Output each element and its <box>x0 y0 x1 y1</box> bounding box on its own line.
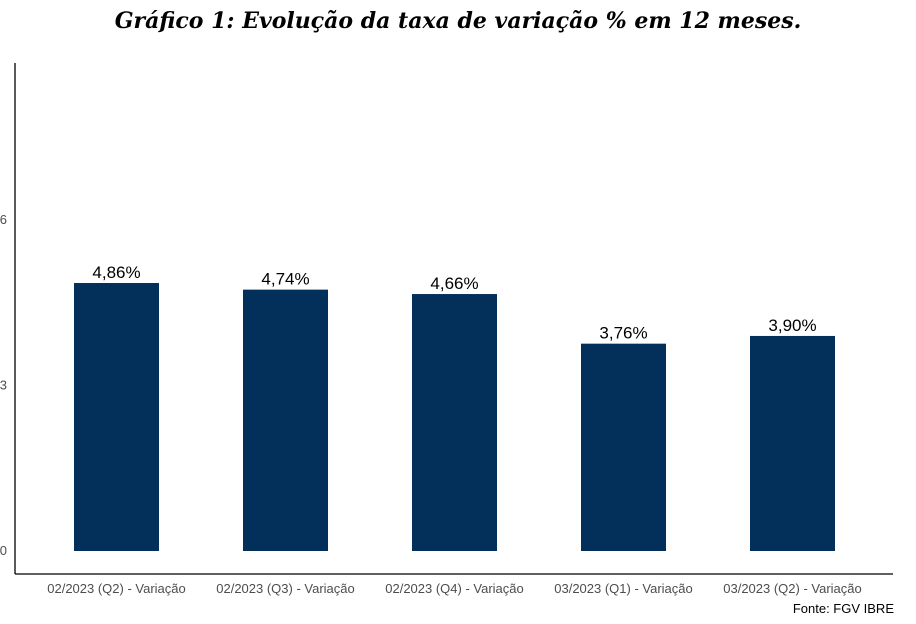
x-category-label-1: 02/2023 (Q2) - Variação <box>47 581 186 596</box>
x-axis-categories: 02/2023 (Q2) - Variação 02/2023 (Q3) - Va… <box>47 581 862 596</box>
y-tick-label-0: 0 <box>0 543 7 558</box>
x-category-label-5: 03/2023 (Q2) - Variação <box>723 581 862 596</box>
data-label-4: 3,76% <box>599 324 647 343</box>
bar-5 <box>750 335 835 551</box>
bar-1 <box>74 283 159 551</box>
data-label-5: 3,90% <box>768 316 816 335</box>
y-axis-ticks: 0 3 6 <box>0 212 7 558</box>
data-label-3: 4,66% <box>430 274 478 293</box>
bar-4 <box>581 343 666 551</box>
data-label-2: 4,74% <box>261 270 309 289</box>
data-labels-layer: 4,86% 4,74% 4,66% 3,76% 3,90% <box>92 263 816 343</box>
y-tick-label-3: 3 <box>0 378 7 393</box>
bar-3 <box>412 294 497 551</box>
x-category-label-3: 02/2023 (Q4) - Variação <box>385 581 524 596</box>
x-category-label-4: 03/2023 (Q1) - Variação <box>554 581 693 596</box>
bar-2 <box>243 289 328 551</box>
chart-source: Fonte: FGV IBRE <box>792 601 894 616</box>
chart-title: Gráfico 1: Evolução da taxa de variação … <box>114 8 802 34</box>
bars-layer <box>74 283 835 551</box>
data-label-1: 4,86% <box>92 263 140 282</box>
y-tick-label-6: 6 <box>0 212 7 227</box>
x-category-label-2: 02/2023 (Q3) - Variação <box>216 581 355 596</box>
